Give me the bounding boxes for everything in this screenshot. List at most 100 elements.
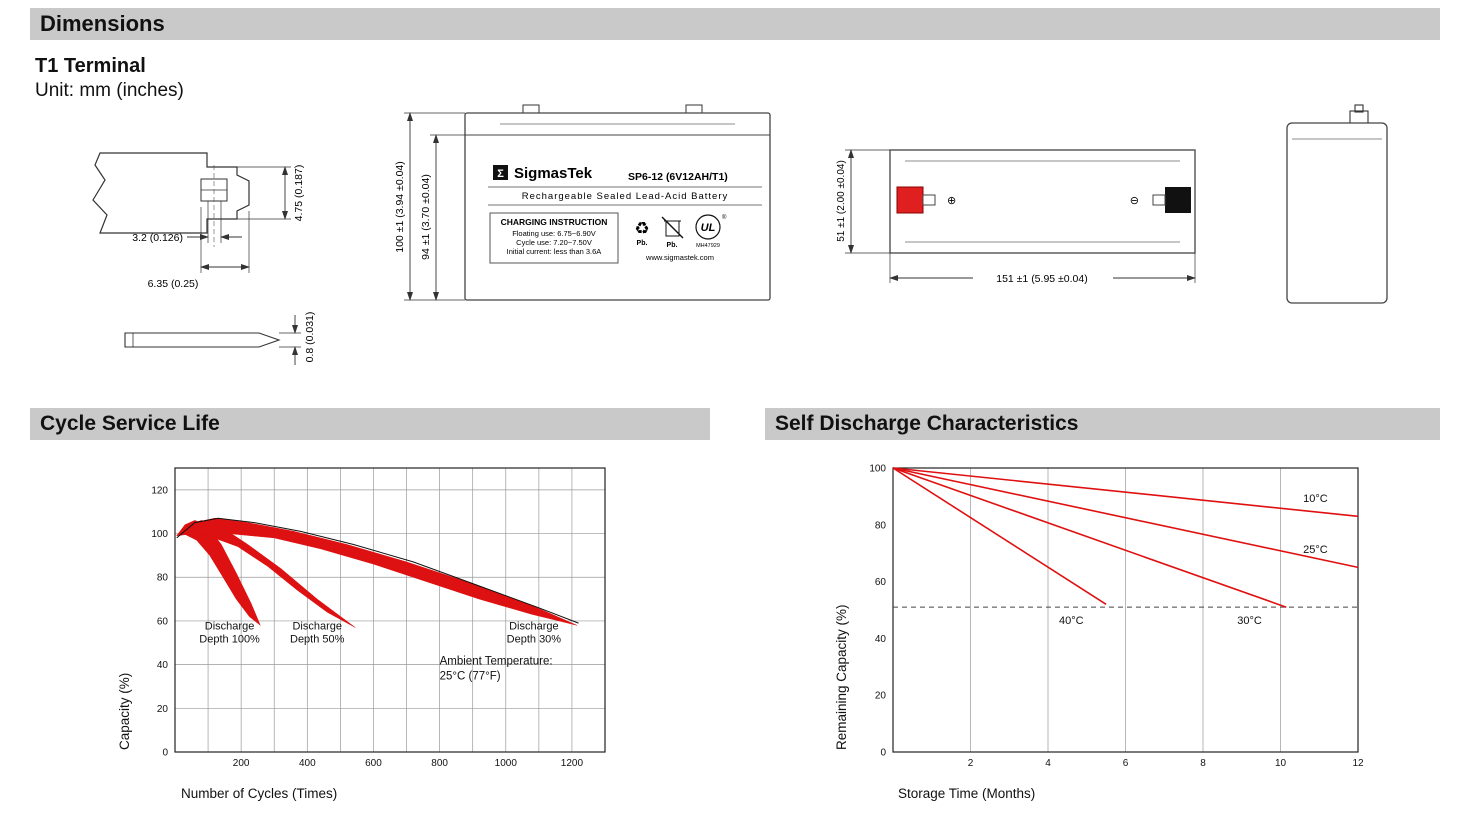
dim-height-label: 4.75 (0.187) xyxy=(293,165,305,222)
dim-length-mask xyxy=(973,268,1113,282)
battery-end-case xyxy=(1286,122,1388,304)
y-tick-label: 0 xyxy=(162,748,168,759)
x-tick-label: 12 xyxy=(1352,758,1364,769)
brand-logo-square xyxy=(493,165,508,180)
charging-title: CHARGING INSTRUCTION xyxy=(501,217,608,227)
positive-terminal-tab xyxy=(922,194,936,206)
series-label-30C: 30°C xyxy=(1237,615,1262,627)
x-tick-label: 6 xyxy=(1123,758,1129,769)
y-tick-label: 100 xyxy=(151,529,168,540)
crossed-bin-icon xyxy=(661,216,684,239)
self-discharge-title: Self Discharge Characteristics xyxy=(775,412,1079,435)
chart-grid xyxy=(970,468,1281,752)
svg-text:®: ® xyxy=(722,214,727,221)
y-tick-label: 20 xyxy=(157,704,169,715)
section-header-self-discharge: Self Discharge Characteristics xyxy=(765,408,1440,440)
negative-terminal-tab xyxy=(1152,194,1166,206)
y-tick-label: 120 xyxy=(151,485,168,496)
band-depth-30 xyxy=(175,517,578,626)
dim-thickness-label: 0.8 (0.031) xyxy=(304,312,316,363)
x-axis-label: Number of Cycles (Times) xyxy=(181,786,337,801)
recycle-pb-icon: ♻ xyxy=(634,219,649,238)
ul-file-number: MH47929 xyxy=(696,243,720,249)
x-tick-label: 400 xyxy=(299,758,316,769)
battery-end-view-drawing xyxy=(1286,104,1388,304)
brand-sigma-icon: Σ xyxy=(497,168,504,180)
x-tick-label: 2 xyxy=(968,758,974,769)
bin-pb-label: Pb. xyxy=(667,242,678,249)
charging-line-1: Floating use: 6.75~6.90V xyxy=(512,229,596,238)
series-label-25C: 25°C xyxy=(1303,544,1328,556)
series-line-40C xyxy=(892,467,1107,605)
battery-front-view-drawing: Σ SigmasTek SP6-12 (6V12AH/T1) Rechargea… xyxy=(394,104,771,301)
x-tick-label: 1000 xyxy=(495,758,518,769)
terminal-cross-section xyxy=(92,152,250,234)
section-header-cycle-service-life: Cycle Service Life xyxy=(30,408,710,440)
battery-top-case xyxy=(889,149,1196,254)
charging-line-2: Cycle use: 7.20~7.50V xyxy=(516,238,592,247)
battery-subtitle: Rechargeable Sealed Lead-Acid Battery xyxy=(522,191,729,202)
end-terminal-tip xyxy=(1354,104,1364,113)
x-tick-label: 800 xyxy=(431,758,448,769)
series-line-25C xyxy=(892,467,1359,569)
x-tick-label: 1200 xyxy=(561,758,584,769)
band-depth-50-label: Discharge xyxy=(292,621,342,633)
y-tick-label: 20 xyxy=(875,691,887,702)
model-number: SP6-12 (6V12AH/T1) xyxy=(628,171,728,183)
dim-inner-height-label: 94 ±1 (3.70 ±0.04) xyxy=(420,174,432,260)
y-tick-label: 0 xyxy=(880,748,886,759)
x-tick-label: 10 xyxy=(1275,758,1287,769)
ul-logo-icon: UL ® xyxy=(695,214,727,240)
self-discharge-chart: 10°C 25°C 30°C 40°C 2 4 6 8 10 12 0 20 40 60 80 100 Stor… xyxy=(834,464,1364,802)
battery-top-view-drawing: ⊕ ⊖ 51 ±1 (2.00 ±0.04) 151 ±1 (5.95 ±0.0… xyxy=(836,149,1196,285)
terminal-type-title: T1 Terminal xyxy=(35,55,146,77)
ambient-temperature-annotation: 25°C (77°F) xyxy=(440,671,501,683)
band-depth-30-label: Depth 30% xyxy=(507,634,562,646)
x-tick-label: 600 xyxy=(365,758,382,769)
section-header-dimensions: Dimensions xyxy=(30,8,1440,40)
y-tick-label: 100 xyxy=(869,464,886,475)
y-tick-label: 80 xyxy=(875,520,887,531)
x-tick-label: 8 xyxy=(1200,758,1206,769)
y-tick-label: 40 xyxy=(157,660,169,671)
dim-depth-label: 51 ±1 (2.00 ±0.04) xyxy=(836,160,847,242)
capacity-envelope-curve xyxy=(176,517,579,624)
terminal-side-profile xyxy=(124,332,281,348)
recycle-pb-label: Pb. xyxy=(637,240,648,247)
x-axis-label: Storage Time (Months) xyxy=(898,786,1035,801)
website-text: www.sigmastek.com xyxy=(645,253,714,262)
dim-outer-height-label: 100 ±1 (3.94 ±0.04) xyxy=(394,161,406,253)
dim-slot-label: 3.2 (0.126) xyxy=(132,232,183,244)
charging-line-3: Initial current: less than 3.6A xyxy=(507,247,602,256)
x-tick-label: 200 xyxy=(233,758,250,769)
terminal-detail-drawing: 3.2 (0.126) 6.35 (0.25) 4.75 (0.187) 0.8… xyxy=(92,152,316,365)
band-depth-50-label: Depth 50% xyxy=(290,634,345,646)
y-axis-label: Remaining Capacity (%) xyxy=(834,604,849,750)
unit-label: Unit: mm (inches) xyxy=(35,80,184,101)
series-label-40C: 40°C xyxy=(1059,615,1084,627)
ambient-temperature-annotation: Ambient Temperature: xyxy=(440,656,553,668)
plus-symbol: ⊕ xyxy=(947,195,956,207)
x-tick-label: 4 xyxy=(1045,758,1051,769)
y-tick-label: 40 xyxy=(875,634,887,645)
dimensions-title: Dimensions xyxy=(40,11,165,36)
series-line-10C xyxy=(892,467,1359,518)
svg-text:UL: UL xyxy=(701,222,716,234)
brand-name: SigmasTek xyxy=(514,165,593,182)
dim-length-label: 151 ±1 (5.95 ±0.04) xyxy=(996,273,1088,285)
chart-grid xyxy=(175,468,605,752)
plot-border xyxy=(174,467,606,753)
negative-terminal-black xyxy=(1165,187,1191,213)
y-tick-label: 60 xyxy=(157,616,169,627)
series-label-10C: 10°C xyxy=(1303,493,1328,505)
band-depth-30-label: Discharge xyxy=(509,621,559,633)
y-axis-label: Capacity (%) xyxy=(117,673,132,750)
cycle-title: Cycle Service Life xyxy=(40,412,220,435)
minus-symbol: ⊖ xyxy=(1130,195,1139,207)
battery-case xyxy=(464,112,771,301)
y-tick-label: 60 xyxy=(875,577,887,588)
series-line-30C xyxy=(892,467,1287,608)
plot-border xyxy=(892,467,1359,753)
